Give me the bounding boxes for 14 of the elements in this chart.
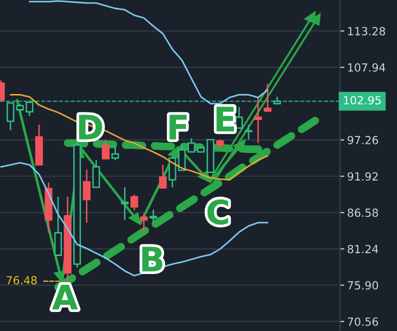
y-tick-label: 70.56	[348, 317, 378, 326]
y-tick-label: 97.26	[348, 136, 378, 144]
y-tick-label: 91.92	[348, 172, 378, 181]
annotation: 76.48	[6, 276, 37, 284]
annotation: C	[207, 199, 228, 225]
annotation: B	[142, 246, 162, 272]
y-tick-label: 113.28	[348, 26, 386, 36]
ref-line-label: 102.95	[344, 96, 381, 104]
annotation: E	[216, 106, 234, 132]
y-tick-label: 75.90	[348, 281, 378, 290]
y-tick-label: 107.94	[348, 63, 386, 72]
y-tick-label: 81.24	[348, 244, 378, 254]
y-tick-label: 86.58	[348, 208, 378, 217]
annotation: F	[170, 114, 187, 140]
